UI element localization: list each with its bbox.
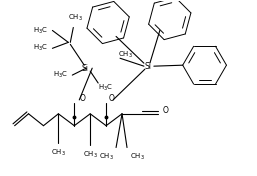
- Text: CH$_3$: CH$_3$: [130, 152, 145, 162]
- Text: H$_3$C: H$_3$C: [33, 43, 48, 53]
- Text: H$_3$C: H$_3$C: [98, 83, 113, 93]
- Text: H$_3$C: H$_3$C: [53, 70, 68, 80]
- Text: O: O: [79, 94, 85, 103]
- Text: CH$_3$: CH$_3$: [83, 149, 98, 160]
- Text: H$_3$C: H$_3$C: [33, 25, 48, 36]
- Text: O: O: [163, 106, 169, 115]
- Text: CH$_3$: CH$_3$: [51, 147, 66, 158]
- Text: Si: Si: [81, 64, 88, 73]
- Text: CH$_3$: CH$_3$: [99, 152, 114, 162]
- Text: O: O: [109, 94, 115, 103]
- Text: CH$_3$: CH$_3$: [118, 50, 133, 60]
- Text: Si: Si: [144, 62, 151, 71]
- Text: CH$_3$: CH$_3$: [68, 12, 83, 23]
